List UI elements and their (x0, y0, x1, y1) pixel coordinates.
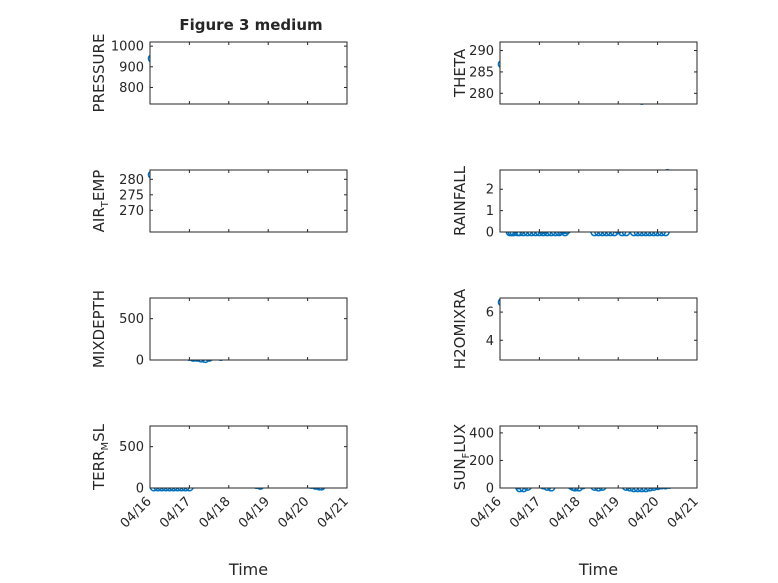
axes-frame (149, 297, 348, 361)
y-tick-label: 280 (469, 87, 494, 102)
y-tick-label: 275 (119, 188, 144, 203)
y-tick-label: 0 (136, 354, 144, 369)
panel-p7: 0 500 TERRMSL 04/16 04/17 04/18 04/19 04/20 04/2… (90, 423, 352, 579)
y-tick-label: 2 (486, 183, 494, 198)
y-tick-label: 900 (119, 60, 144, 75)
axes-frame (499, 297, 698, 361)
y-tick-label: 290 (469, 44, 494, 59)
x-axis-label: Time (578, 560, 618, 579)
y-axis-label: RAINFALL (451, 165, 469, 236)
y-axis-label: MIXDEPTH (90, 290, 108, 368)
panel-p4: 0 1 2 RAINFALL (451, 165, 698, 241)
y-tick-label: 500 (119, 312, 144, 327)
x-tick-label: 04/16 (118, 494, 155, 531)
y-axis-label: SUNFLUX (451, 424, 472, 490)
y-tick-label: 285 (469, 65, 494, 80)
y-tick-label: 4 (486, 334, 494, 349)
x-tick-label: 04/17 (507, 494, 544, 531)
axes-frame (149, 41, 348, 105)
y-axis-label: PRESSURE (90, 34, 108, 113)
y-axis-label: TERRMSL (90, 423, 111, 491)
y-tick-label: 0 (486, 226, 494, 241)
y-tick-label: 500 (119, 440, 144, 455)
y-axis-label: THETA (451, 48, 469, 98)
x-tick-label: 04/20 (275, 494, 312, 531)
axes-frame (499, 425, 698, 489)
y-axis-label: H2OMIXRA (451, 288, 469, 369)
x-tick-label: 04/16 (468, 494, 505, 531)
y-tick-label: 1000 (111, 40, 144, 55)
axes-frame (149, 425, 348, 489)
x-tick-label: 04/21 (665, 494, 702, 531)
x-tick-label: 04/20 (625, 494, 662, 531)
x-tick-label: 04/18 (547, 494, 584, 531)
x-axis-label: Time (228, 560, 268, 579)
x-tick-label: 04/17 (157, 494, 194, 531)
y-tick-label: 0 (486, 482, 494, 497)
y-tick-label: 800 (119, 81, 144, 96)
x-tick-label: 04/18 (197, 494, 234, 531)
y-tick-label: 6 (486, 306, 494, 321)
panel-p5: 0 500 MIXDEPTH (90, 290, 348, 369)
x-tick-label: 04/19 (236, 494, 273, 531)
axes-frame (499, 41, 698, 105)
y-tick-label: 0 (136, 482, 144, 497)
panel-p6: 4 6 H2OMIXRA (451, 288, 698, 369)
x-tick-label: 04/21 (315, 494, 352, 531)
y-axis-label: AIRTEMP (90, 170, 111, 233)
figure-title: Figure 3 medium (179, 16, 322, 34)
y-tick-label: 270 (119, 204, 144, 219)
axes-frame (149, 169, 348, 233)
y-tick-label: 400 (469, 426, 494, 441)
y-tick-label: 1 (486, 204, 494, 219)
y-tick-label: 200 (469, 454, 494, 469)
axes-frame (499, 169, 698, 233)
y-tick-label: 280 (119, 173, 144, 188)
x-tick-label: 04/19 (586, 494, 623, 531)
